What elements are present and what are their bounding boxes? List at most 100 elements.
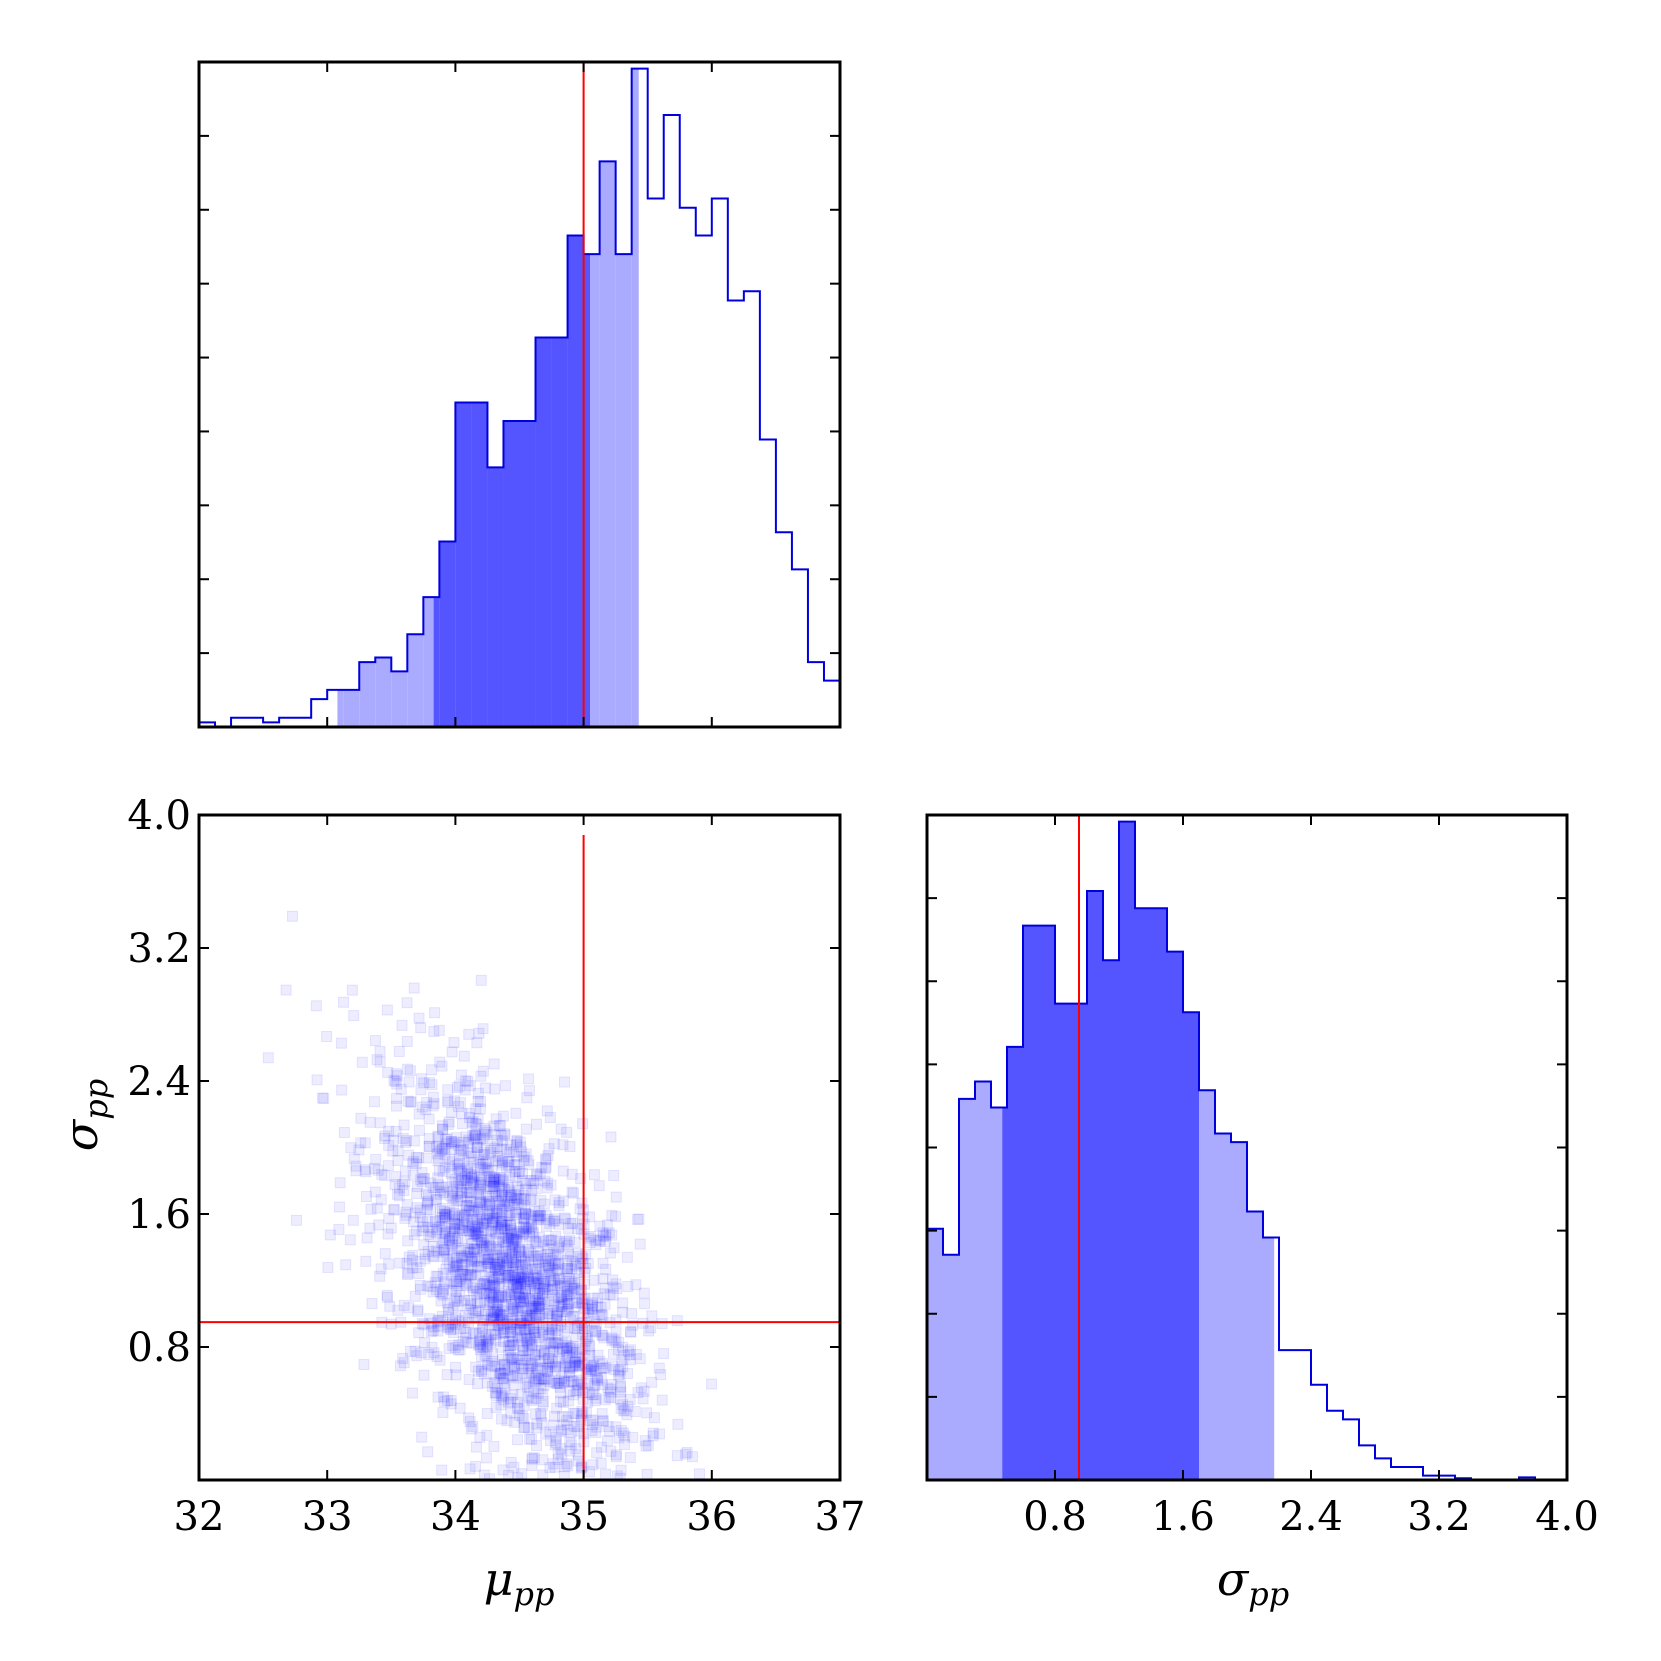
scatter-point — [376, 1168, 388, 1180]
scatter-point — [443, 1153, 455, 1165]
scatter-point — [532, 1310, 544, 1322]
scatter-point — [392, 1154, 404, 1166]
scatter-point — [570, 1331, 582, 1343]
histogram-bar — [407, 634, 424, 727]
scatter-point — [475, 1260, 487, 1272]
scatter-point — [492, 1237, 504, 1249]
scatter-point — [401, 1257, 413, 1269]
scatter-point — [568, 1282, 580, 1294]
scatter-point — [549, 1194, 561, 1206]
scatter-point — [436, 1464, 448, 1476]
scatter-point — [360, 1166, 372, 1178]
scatter-point — [462, 1167, 474, 1179]
scatter-point — [567, 1187, 579, 1199]
scatter-point — [402, 1063, 414, 1075]
scatter-point — [525, 1367, 537, 1379]
scatter-point — [641, 1468, 653, 1480]
scatter-point — [452, 1344, 464, 1356]
scatter-point — [477, 1023, 489, 1035]
scatter-point — [542, 1362, 554, 1374]
scatter-point — [597, 1310, 609, 1322]
scatter-point — [505, 1219, 517, 1231]
scatter-point — [481, 1357, 493, 1369]
scatter-point — [503, 1210, 515, 1222]
scatter-point — [472, 1365, 484, 1377]
scatter-point — [426, 1079, 438, 1091]
scatter-point — [471, 1260, 483, 1272]
scatter-point — [504, 1269, 516, 1281]
scatter-point — [529, 1301, 541, 1313]
scatter-point — [625, 1326, 637, 1338]
scatter-point — [369, 1186, 381, 1198]
scatter-point — [638, 1385, 650, 1397]
scatter-point — [458, 1219, 470, 1231]
scatter-point — [489, 1377, 501, 1389]
scatter-point — [520, 1292, 532, 1304]
scatter-point — [517, 1226, 529, 1238]
scatter-point — [407, 1157, 419, 1169]
scatter-point — [559, 1293, 571, 1305]
scatter-point — [513, 1290, 525, 1302]
scatter-point — [424, 1313, 436, 1325]
scatter-point — [480, 1244, 492, 1256]
scatter-point — [364, 1222, 376, 1234]
scatter-point — [508, 1269, 520, 1281]
plot-area — [199, 835, 840, 1480]
scatter-point — [530, 1168, 542, 1180]
scatter-point — [532, 1294, 544, 1306]
scatter-point — [613, 1365, 625, 1377]
scatter-point — [464, 1080, 476, 1092]
scatter-point — [531, 1118, 543, 1130]
scatter-point — [442, 1394, 454, 1406]
scatter-point — [509, 1359, 521, 1371]
scatter-point — [434, 1188, 446, 1200]
scatter-point — [433, 1024, 445, 1036]
scatter-point — [530, 1250, 542, 1262]
scatter-point — [479, 1163, 491, 1175]
scatter-point — [552, 1280, 564, 1292]
scatter-point — [338, 1127, 350, 1139]
scatter-point — [467, 1228, 479, 1240]
scatter-point — [434, 1056, 446, 1068]
scatter-point — [464, 1107, 476, 1119]
scatter-point — [518, 1345, 530, 1357]
scatter-point — [533, 1319, 545, 1331]
scatter-point — [599, 1235, 611, 1247]
scatter-point — [586, 1325, 598, 1337]
scatter-point — [482, 1253, 494, 1265]
scatter-point — [515, 1277, 527, 1289]
scatter-point — [467, 1214, 479, 1226]
scatter-point — [556, 1301, 568, 1313]
scatter-point — [334, 1177, 346, 1189]
scatter-point — [561, 1341, 573, 1353]
scatter-point — [474, 1133, 486, 1145]
scatter-point — [637, 1317, 649, 1329]
scatter-point — [565, 1375, 577, 1387]
scatter-point — [613, 1369, 625, 1381]
scatter-point — [523, 1313, 535, 1325]
scatter-point — [561, 1458, 573, 1470]
scatter-point — [418, 1239, 430, 1251]
scatter-point — [493, 1264, 505, 1276]
scatter-point — [505, 1227, 517, 1239]
scatter-point — [591, 1373, 603, 1385]
scatter-point — [475, 1162, 487, 1174]
scatter-point — [527, 1250, 539, 1262]
scatter-point — [413, 1152, 425, 1164]
scatter-point — [470, 1130, 482, 1142]
scatter-point — [338, 996, 350, 1008]
scatter-point — [514, 1297, 526, 1309]
scatter-point — [421, 1152, 433, 1164]
scatter-point — [439, 1227, 451, 1239]
scatter-point — [410, 1225, 422, 1237]
scatter-point — [580, 1332, 592, 1344]
scatter-point — [491, 1243, 503, 1255]
scatter-point — [515, 1141, 527, 1153]
scatter-point — [632, 1213, 644, 1225]
scatter-point — [519, 1354, 531, 1366]
scatter-point — [461, 1200, 473, 1212]
scatter-point — [527, 1276, 539, 1288]
scatter-point — [447, 1238, 459, 1250]
scatter-point — [605, 1131, 617, 1143]
scatter-point — [570, 1385, 582, 1397]
